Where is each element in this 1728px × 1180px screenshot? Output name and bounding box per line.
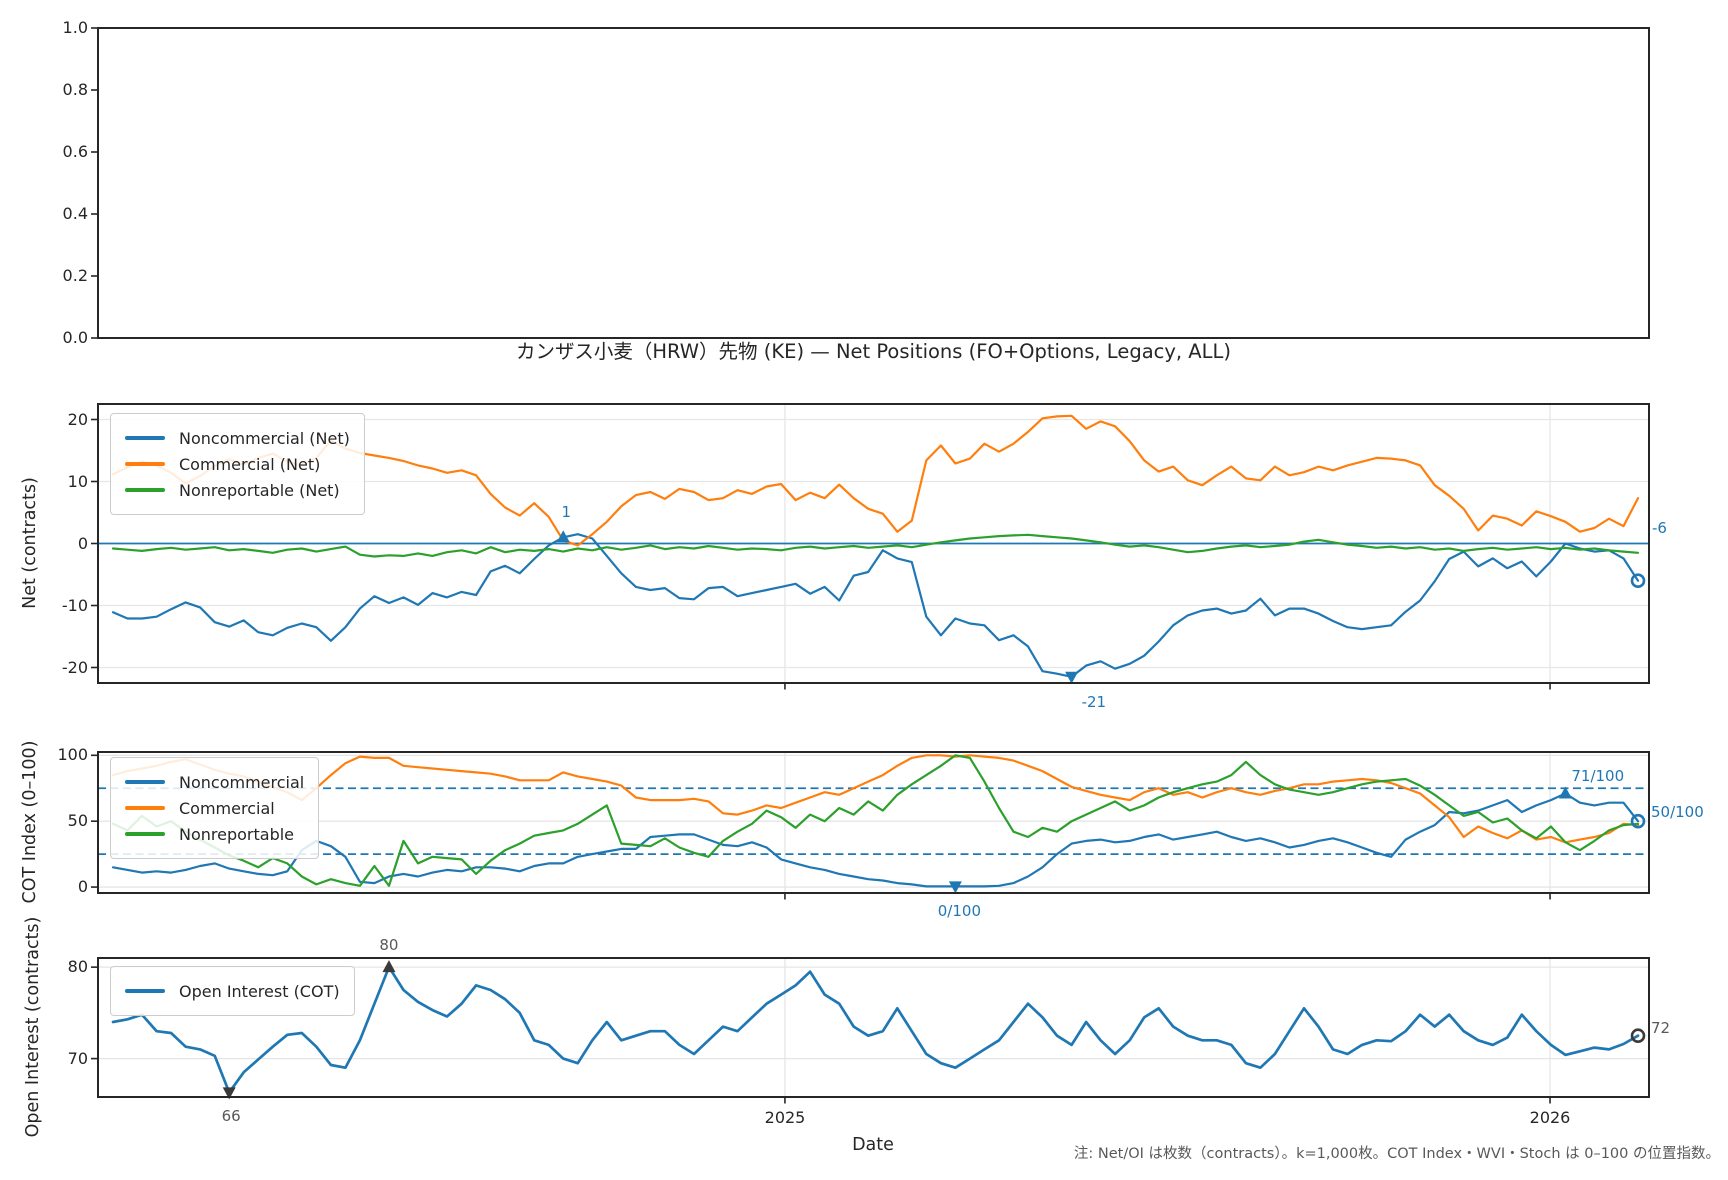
legend-swatch-icon <box>125 436 165 440</box>
panel-border <box>97 957 1650 1098</box>
y-tick-label: 20 <box>67 409 88 429</box>
legend-item: Nonreportable (Net) <box>125 480 350 500</box>
annotation-71100: 71/100 <box>1571 766 1625 785</box>
legend-label: Noncommercial <box>179 772 305 792</box>
legend-label: Noncommercial (Net) <box>179 428 350 448</box>
x-axis-label: Date <box>852 1135 894 1155</box>
x-tick-label-2025: 2025 <box>764 1108 806 1127</box>
legend-swatch-icon <box>125 832 165 836</box>
marker-triangle-down <box>222 1087 236 1100</box>
series-noncommercial-net <box>111 533 1640 678</box>
series-noncommercial-cot <box>111 792 1640 888</box>
series-nonreportable-net <box>111 533 1640 558</box>
legend-panel-net-positions: Noncommercial (Net) Commercial (Net) Nonre… <box>110 413 365 515</box>
marker-triangle-down <box>948 881 962 894</box>
legend-label: Nonreportable <box>179 824 295 844</box>
series-commercial-cot <box>111 754 1640 844</box>
y-tick-label: 0 <box>77 877 88 897</box>
y-tick-label: 10 <box>67 471 88 491</box>
legend-label: Commercial (Net) <box>179 454 321 474</box>
legend-label: Nonreportable (Net) <box>179 480 340 500</box>
annotation-50100: 50/100 <box>1651 803 1704 822</box>
annotation-1: 1 <box>561 503 572 522</box>
marker-triangle-up <box>1558 786 1572 799</box>
chart-title: カンザス小麦（HRW）先物 (KE) — Net Positions (FO+O… <box>516 340 1231 363</box>
legend-panel-cot-index: Noncommercial Commercial Nonreportable <box>110 757 320 859</box>
y-tick-label: 50 <box>67 811 88 831</box>
legend-label: Commercial <box>179 798 275 818</box>
legend-swatch-icon <box>125 806 165 810</box>
marker-circle-open <box>1630 573 1646 589</box>
x-tick-label-2026: 2026 <box>1529 1108 1571 1127</box>
y-tick-label: 0.6 <box>62 142 88 161</box>
legend-swatch-icon <box>125 488 165 492</box>
series-open-interest-cot <box>111 965 1640 1094</box>
marker-triangle-up <box>382 960 396 973</box>
y-tick-label: -20 <box>61 657 88 677</box>
legend-item: Noncommercial (Net) <box>125 428 350 448</box>
legend-swatch-icon <box>125 988 165 994</box>
annotation-6: -6 <box>1652 518 1667 537</box>
y-tick-label: 0.0 <box>62 328 88 347</box>
series-commercial-net <box>111 414 1640 547</box>
annotation-21: -21 <box>1081 692 1107 711</box>
y-tick-label: 0.8 <box>62 80 88 99</box>
y-tick-label: 70 <box>67 1048 88 1068</box>
y-tick-label: 0.2 <box>62 266 88 285</box>
legend-item: Commercial <box>125 798 304 818</box>
marker-circle-open <box>1630 1028 1646 1044</box>
marker-triangle-down <box>1065 671 1079 684</box>
panel-border <box>97 751 1650 894</box>
legend-item: Nonreportable <box>125 824 304 844</box>
y-tick-label: -10 <box>61 595 88 615</box>
legend-item: Noncommercial <box>125 772 304 792</box>
footnote: 注: Net/OI は枚数（contracts）。k=1,000枚。COT In… <box>1073 1146 1720 1162</box>
y-tick-label: 0.4 <box>62 204 88 223</box>
legend-panel-open-interest: Open Interest (COT) <box>110 966 355 1016</box>
y-tick-label: 100 <box>57 745 88 765</box>
panel-border <box>97 27 1650 339</box>
y-tick-label: 0 <box>77 533 88 553</box>
legend-label: Open Interest (COT) <box>179 981 340 1001</box>
marker-circle-open <box>1630 813 1646 829</box>
legend-item: Open Interest (COT) <box>125 981 340 1001</box>
legend-item: Commercial (Net) <box>125 454 350 474</box>
y-axis-label-open-interest: Open Interest (contracts) <box>23 916 43 1138</box>
series-nonreportable-cot <box>111 754 1640 887</box>
annotation-80: 80 <box>379 936 399 955</box>
marker-triangle-up <box>556 530 570 543</box>
legend-swatch-icon <box>125 780 165 784</box>
y-tick-label: 1.0 <box>62 18 88 37</box>
y-tick-label: 80 <box>67 957 88 977</box>
legend-swatch-icon <box>125 462 165 466</box>
annotation-72: 72 <box>1651 1018 1671 1037</box>
annotation-66: 66 <box>221 1107 241 1126</box>
annotation-0100: 0/100 <box>937 902 981 921</box>
